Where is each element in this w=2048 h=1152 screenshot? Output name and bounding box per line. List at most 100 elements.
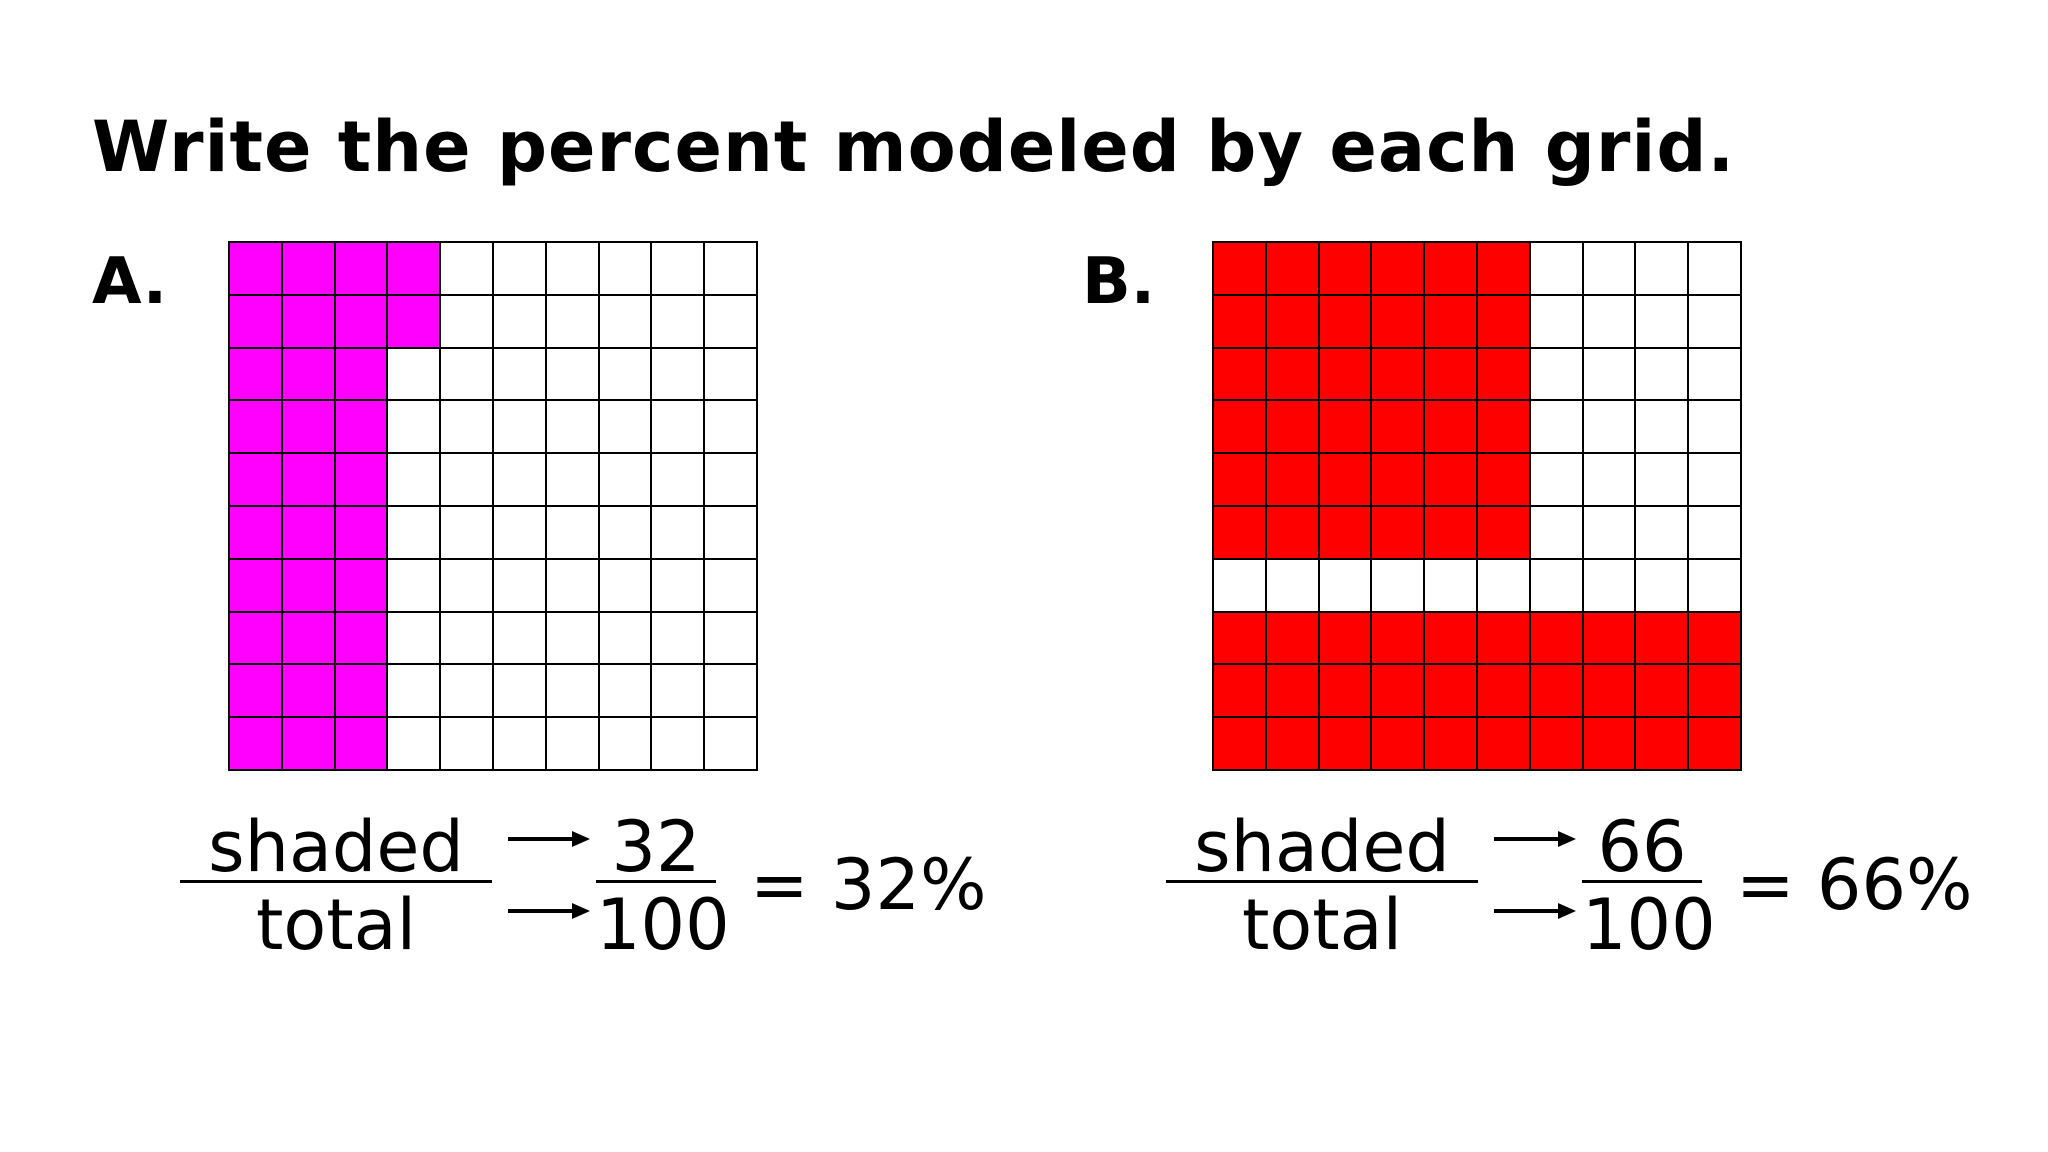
shaded-cell [388, 243, 440, 294]
shaded-cell [1425, 401, 1476, 453]
unshaded-cell [1689, 506, 1740, 558]
shaded-cell [335, 612, 387, 664]
shaded-cell [1425, 243, 1476, 294]
word-numerator-b: shaded [1194, 806, 1450, 888]
unshaded-cell [705, 612, 756, 664]
unshaded-cell [1530, 559, 1582, 611]
unshaded-cell [705, 295, 756, 347]
equation-b: shaded total 66 100 = 66% [1166, 800, 2048, 960]
shaded-cell [1266, 612, 1318, 664]
unshaded-cell [1689, 401, 1740, 453]
shaded-cell [282, 665, 334, 717]
result-a: = 32% [750, 844, 987, 926]
unshaded-cell [599, 401, 651, 453]
unshaded-cell [1636, 454, 1688, 505]
shaded-cell [230, 559, 281, 611]
shaded-cell [335, 401, 387, 453]
shaded-cell [335, 559, 387, 611]
unshaded-cell [546, 401, 598, 453]
shaded-cell [282, 401, 334, 453]
unshaded-cell [599, 612, 651, 664]
shaded-cell [1477, 348, 1529, 400]
shaded-cell [1372, 612, 1424, 664]
shaded-cell [1319, 612, 1371, 664]
shaded-cell [1530, 612, 1582, 664]
unshaded-cell [441, 718, 492, 769]
shaded-cell [282, 718, 334, 769]
unshaded-cell [1530, 401, 1582, 453]
unshaded-cell [388, 348, 440, 400]
shaded-cell [1425, 454, 1476, 505]
shaded-cell [1583, 665, 1635, 717]
shaded-cell [1266, 401, 1318, 453]
shaded-cell [1266, 506, 1318, 558]
unshaded-cell [388, 612, 440, 664]
unshaded-cell [1266, 559, 1318, 611]
unshaded-cell [652, 665, 704, 717]
unshaded-cell [599, 506, 651, 558]
shaded-cell [335, 348, 387, 400]
result-b: = 66% [1736, 844, 1973, 926]
shaded-cell [1425, 612, 1476, 664]
unshaded-cell [388, 665, 440, 717]
shaded-cell [1636, 612, 1688, 664]
unshaded-cell [599, 348, 651, 400]
unshaded-cell [546, 665, 598, 717]
unshaded-cell [493, 295, 545, 347]
shaded-cell [335, 718, 387, 769]
unshaded-cell [1583, 401, 1635, 453]
unshaded-cell [652, 243, 704, 294]
word-fraction-bar-b [1166, 880, 1478, 883]
unshaded-cell [546, 612, 598, 664]
shaded-cell [1319, 348, 1371, 400]
unshaded-cell [705, 559, 756, 611]
unshaded-cell [1689, 348, 1740, 400]
shaded-cell [230, 718, 281, 769]
shaded-cell [1689, 612, 1740, 664]
shaded-cell [1214, 665, 1265, 717]
shaded-cell [1319, 243, 1371, 294]
unshaded-cell [1372, 559, 1424, 611]
unshaded-cell [546, 295, 598, 347]
shaded-cell [1319, 454, 1371, 505]
unshaded-cell [1530, 295, 1582, 347]
shaded-cell [1214, 506, 1265, 558]
unshaded-cell [652, 401, 704, 453]
unshaded-cell [441, 295, 492, 347]
word-denominator-a: total [255, 884, 417, 966]
shaded-cell [1477, 454, 1529, 505]
unshaded-cell [493, 454, 545, 505]
unshaded-cell [652, 348, 704, 400]
unshaded-cell [1636, 559, 1688, 611]
unshaded-cell [441, 559, 492, 611]
shaded-cell [1477, 243, 1529, 294]
shaded-cell [335, 295, 387, 347]
unshaded-cell [1477, 559, 1529, 611]
shaded-cell [282, 295, 334, 347]
unshaded-cell [705, 348, 756, 400]
unshaded-cell [1530, 348, 1582, 400]
shaded-cell [1477, 506, 1529, 558]
unshaded-cell [546, 454, 598, 505]
unshaded-cell [1636, 348, 1688, 400]
shaded-cell [282, 506, 334, 558]
unshaded-cell [1530, 506, 1582, 558]
unshaded-cell [705, 243, 756, 294]
unshaded-cell [705, 454, 756, 505]
hundred-grid-a [228, 241, 758, 771]
shaded-cell [1477, 401, 1529, 453]
arrow-right-icon [508, 831, 590, 847]
unshaded-cell [1689, 559, 1740, 611]
unshaded-cell [599, 295, 651, 347]
unshaded-cell [599, 665, 651, 717]
unshaded-cell [493, 348, 545, 400]
unshaded-cell [1583, 559, 1635, 611]
shaded-cell [1266, 454, 1318, 505]
denominator-a: 100 [596, 884, 730, 966]
unshaded-cell [493, 612, 545, 664]
numerator-a: 32 [611, 806, 701, 888]
shaded-cell [1214, 295, 1265, 347]
unshaded-cell [1425, 559, 1476, 611]
word-fraction-bar-a [180, 880, 492, 883]
unshaded-cell [441, 243, 492, 294]
